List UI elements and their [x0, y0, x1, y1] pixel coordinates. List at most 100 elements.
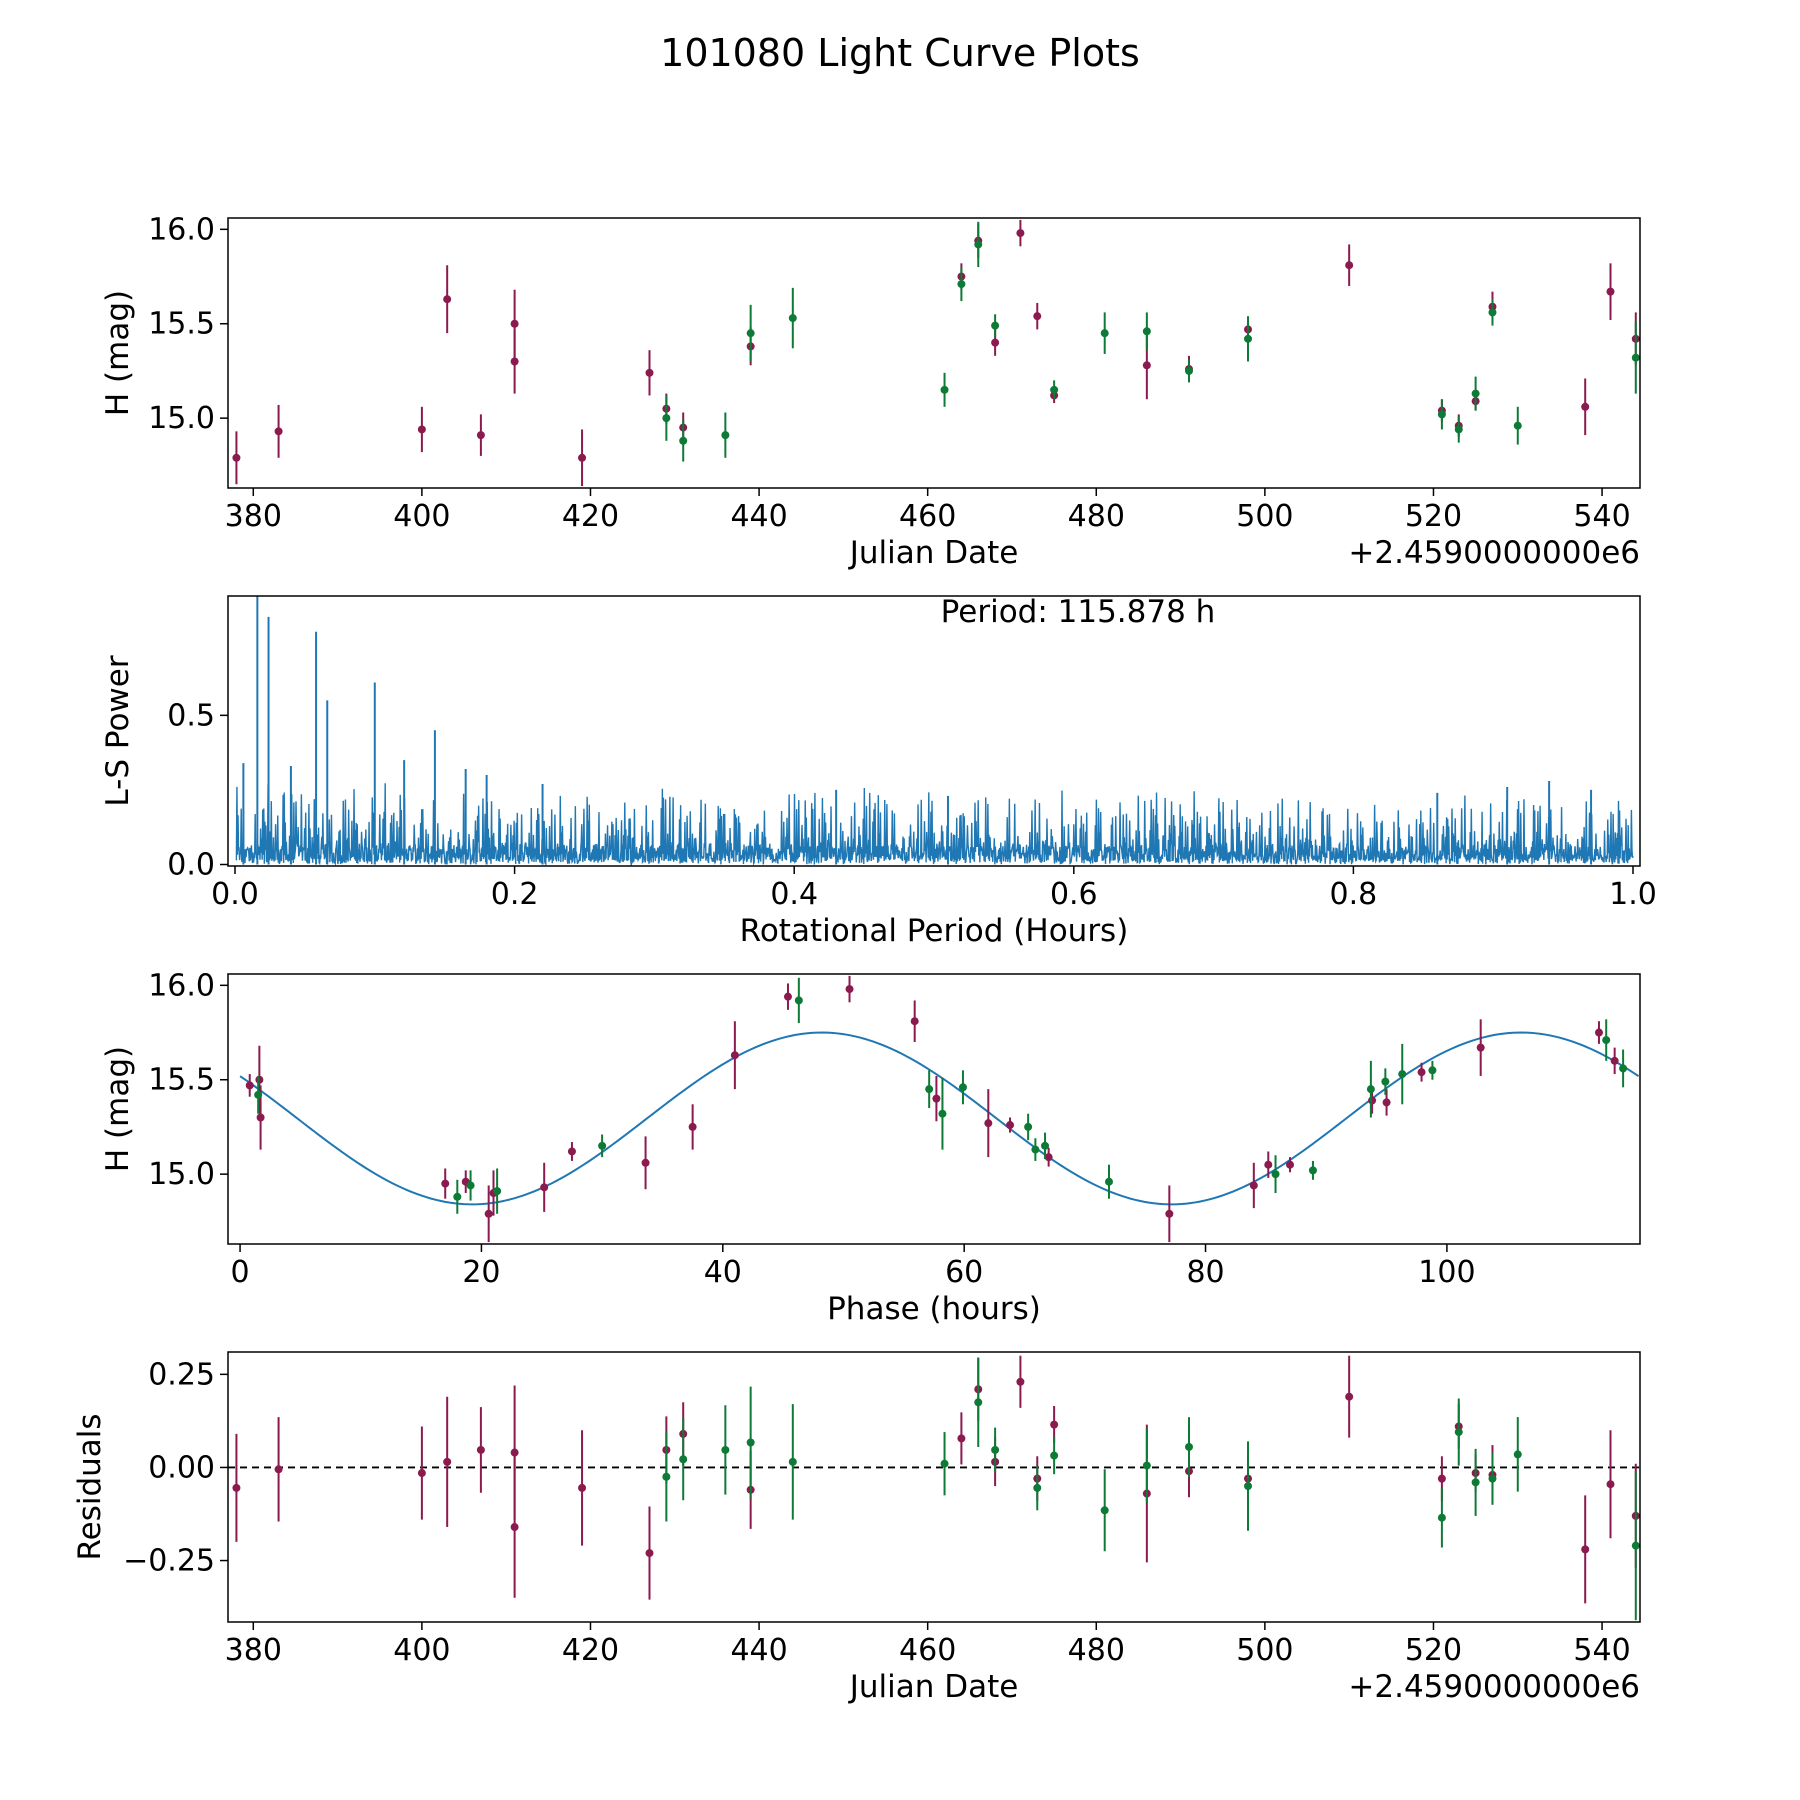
data-point-red	[443, 1457, 452, 1466]
x-tick-label: 440	[730, 499, 787, 534]
model-fit-curve	[239, 1031, 1640, 1206]
data-point-green	[1428, 1066, 1437, 1075]
data-point-green	[940, 1459, 949, 1468]
data-point-green	[1631, 353, 1640, 362]
data-point-green	[1185, 366, 1194, 375]
data-point-green	[1100, 329, 1109, 338]
data-point-green	[679, 436, 688, 445]
data-point-green	[1398, 1070, 1407, 1079]
data-point-red	[476, 431, 485, 440]
x-tick-label: 80	[1186, 1255, 1224, 1290]
data-point-green	[1104, 1177, 1113, 1186]
x-tick-label: 0.0	[211, 877, 259, 912]
data-point-green	[679, 1455, 688, 1464]
data-point-green	[1488, 308, 1497, 317]
x-tick-label: 0.6	[1050, 877, 1098, 912]
x-tick-label: 400	[393, 1633, 450, 1668]
y-axis-label: H (mag)	[100, 290, 136, 416]
x-tick-label: 100	[1418, 1255, 1475, 1290]
data-point-green	[1050, 1451, 1059, 1460]
data-point-red	[417, 425, 426, 434]
x-offset-label: +2.4590000000e6	[1348, 535, 1640, 571]
x-tick-label: 480	[1068, 499, 1125, 534]
x-axis-label: Rotational Period (Hours)	[740, 913, 1129, 949]
y-tick-label: 0.0	[167, 848, 215, 883]
data-point-green	[1631, 1541, 1640, 1550]
data-point-red	[730, 1051, 739, 1060]
data-point-green	[1142, 327, 1151, 336]
period-annotation: Period: 115.878 h	[941, 594, 1216, 630]
data-point-green	[1185, 1442, 1194, 1451]
y-axis-label: L-S Power	[100, 655, 136, 806]
y-tick-label: −0.25	[123, 1544, 215, 1579]
x-tick-label: 380	[225, 499, 282, 534]
data-point-red	[645, 368, 654, 377]
data-point-red	[1417, 1068, 1426, 1077]
data-point-red	[510, 319, 519, 328]
y-axis-label: H (mag)	[100, 1046, 136, 1172]
data-point-green	[1308, 1166, 1317, 1175]
data-point-red	[1264, 1160, 1273, 1169]
x-tick-label: 0.8	[1330, 877, 1378, 912]
data-point-green	[721, 1445, 730, 1454]
data-point-green	[1488, 1474, 1497, 1483]
data-point-green	[1244, 1482, 1253, 1491]
data-point-red	[274, 427, 283, 436]
data-point-red	[1286, 1160, 1295, 1169]
plot-area	[228, 1355, 1640, 1621]
data-point-red	[641, 1158, 650, 1167]
plot-frame	[227, 595, 1641, 867]
x-tick-label: 60	[945, 1255, 983, 1290]
data-point-green	[1366, 1085, 1375, 1094]
data-point-red	[1016, 229, 1025, 238]
x-tick-label: 1.0	[1609, 877, 1657, 912]
data-point-red	[1382, 1098, 1391, 1107]
data-point-green	[1031, 1145, 1040, 1154]
data-point-red	[1368, 1096, 1377, 1105]
data-point-red	[1142, 361, 1151, 370]
data-point-green	[925, 1085, 934, 1094]
data-point-red	[1345, 261, 1354, 270]
data-point-green	[1271, 1170, 1280, 1179]
y-tick-label: 15.0	[148, 1157, 215, 1192]
x-axis-label: Julian Date	[848, 1669, 1019, 1705]
data-point-green	[598, 1141, 607, 1150]
data-point-green	[254, 1090, 263, 1099]
light-curve-plot: 380 400 420 440 460 480 500 520 540 15.0 15.5 16.0 J…	[100, 212, 1641, 571]
y-tick-label: 16.0	[148, 212, 215, 247]
data-point-green	[453, 1192, 462, 1201]
data-point-green	[1454, 425, 1463, 434]
data-point-red	[1165, 1209, 1174, 1218]
data-point-green	[1471, 1478, 1480, 1487]
plot-area	[239, 975, 1640, 1243]
data-point-green	[1050, 385, 1059, 394]
x-tick-label: 420	[562, 499, 619, 534]
data-point-green	[493, 1187, 502, 1196]
y-tick-label: 15.5	[148, 1063, 215, 1098]
data-point-red	[1476, 1043, 1485, 1052]
data-point-red	[567, 1147, 576, 1156]
data-point-green	[974, 240, 983, 249]
data-point-red	[232, 1483, 241, 1492]
x-axis-label: Phase (hours)	[827, 1291, 1041, 1327]
plot-frame	[227, 973, 1641, 1245]
data-point-red	[932, 1094, 941, 1103]
data-point-red	[540, 1183, 549, 1192]
data-point-green	[466, 1181, 475, 1190]
x-tick-label: 0	[231, 1255, 250, 1290]
data-point-red	[441, 1179, 450, 1188]
data-point-green	[788, 1457, 797, 1466]
x-tick-label: 0.4	[770, 877, 818, 912]
data-point-red	[910, 1017, 919, 1026]
data-point-red	[845, 985, 854, 994]
data-point-red	[1249, 1181, 1258, 1190]
data-point-red	[1050, 1420, 1059, 1429]
x-tick-label: 520	[1405, 499, 1462, 534]
data-point-red	[274, 1465, 283, 1474]
data-point-green	[991, 321, 1000, 330]
plot-frame	[227, 217, 1641, 489]
periodogram-line	[235, 783, 1634, 866]
data-point-green	[1100, 1506, 1109, 1515]
data-point-green	[746, 1438, 755, 1447]
data-point-red	[256, 1113, 265, 1122]
